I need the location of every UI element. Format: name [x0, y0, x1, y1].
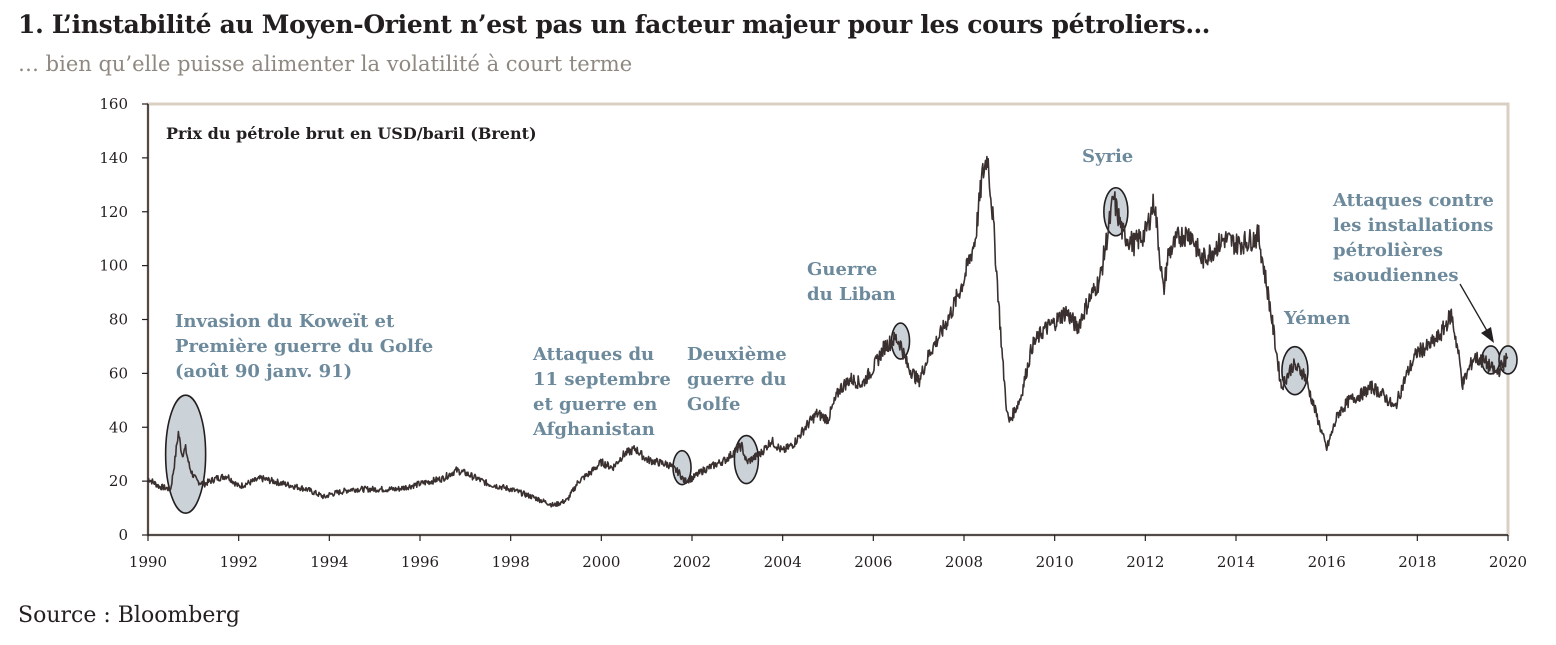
x-tick-label: 1994 [310, 553, 348, 571]
event-ellipse [672, 449, 692, 486]
x-tick-label: 2006 [854, 553, 892, 571]
annotation-line: Guerre [807, 259, 877, 280]
x-tick-label: 2016 [1308, 553, 1346, 571]
x-tick-label: 1992 [220, 553, 258, 571]
x-axis-ticks: 1990 1992 1994 1996 1998 2000 2002 2004 2006 2008… [129, 535, 1527, 571]
annotation-label: Attaques contre les installations pétroliè… [1332, 190, 1494, 286]
annotation-line: 11 septembre [533, 369, 671, 390]
arrow-head [1481, 327, 1494, 343]
event-ellipse [1281, 345, 1309, 396]
annotation-line: Deuxième [687, 344, 787, 365]
arrow-line [1459, 283, 1491, 337]
x-tick-label: 2004 [764, 553, 802, 571]
y-tick-label: 0 [118, 526, 128, 544]
annotation-label: Attaques du 11 septembre et guerre en Afgha… [532, 344, 671, 440]
annotation-label: Guerre du Liban [807, 259, 896, 305]
annotation-label: Invasion du Koweït et Première guerre du … [175, 311, 433, 382]
y-tick-label: 80 [109, 311, 128, 329]
x-tick-label: 1990 [129, 553, 167, 571]
annotation-label: Deuxième guerre du Golfe [687, 344, 787, 415]
x-tick-label: 2014 [1217, 553, 1255, 571]
y-tick-label: 140 [99, 149, 128, 167]
x-tick-label: 2010 [1036, 553, 1074, 571]
annotation-line: Attaques du [532, 344, 654, 365]
annotation-label: Syrie [1082, 146, 1133, 167]
annotation-line: Afghanistan [532, 419, 655, 440]
annotation-line: Première guerre du Golfe [175, 336, 433, 357]
y-tick-label: 40 [109, 418, 128, 436]
brent-price-line [147, 155, 1509, 508]
annotation-line: et guerre en [533, 394, 657, 415]
event-ellipse [164, 394, 207, 514]
series-line [147, 155, 1509, 508]
annotation-line: Invasion du Koweït et [175, 311, 395, 332]
x-tick-label: 2000 [582, 553, 620, 571]
x-tick-label: 2018 [1398, 553, 1436, 571]
x-tick-label: 1996 [401, 553, 439, 571]
x-tick-label: 1998 [492, 553, 530, 571]
annotation-line: (août 90 janv. 91) [175, 361, 352, 382]
annotation-label: Yémen [1283, 308, 1350, 329]
x-tick-label: 2020 [1489, 553, 1527, 571]
y-tick-label: 20 [109, 472, 128, 490]
event-annotations: Invasion du Koweït et Première guerre du … [175, 146, 1494, 440]
annotation-line: pétrolières [1333, 240, 1443, 261]
x-tick-label: 2012 [1126, 553, 1164, 571]
event-ellipse [1498, 345, 1518, 375]
y-tick-label: 120 [99, 203, 128, 221]
annotation-line: Attaques contre [1332, 190, 1494, 211]
annotation-line: Syrie [1082, 146, 1133, 167]
source-note: Source : Bloomberg [18, 603, 240, 628]
annotation-line: saoudiennes [1333, 265, 1459, 286]
x-tick-label: 2008 [945, 553, 983, 571]
chart-title: 1. L’instabilité au Moyen-Orient n’est p… [18, 10, 1211, 39]
annotation-line: Yémen [1283, 308, 1350, 329]
annotation-line: Golfe [687, 394, 740, 415]
annotation-line: les installations [1333, 215, 1493, 236]
y-tick-label: 160 [99, 95, 128, 113]
y-axis-ticks: 0 20 40 60 80 100 120 140 160 [99, 95, 148, 544]
annotation-line: du Liban [807, 284, 896, 305]
y-tick-label: 100 [99, 257, 128, 275]
annotation-arrow [1459, 283, 1494, 343]
annotation-line: guerre du [687, 369, 786, 390]
series-title: Prix du pétrole brut en USD/baril (Brent… [166, 124, 537, 143]
chart-subtitle: … bien qu’elle puisse alimenter la volat… [18, 52, 633, 76]
y-tick-label: 60 [109, 364, 128, 382]
x-tick-label: 2002 [673, 553, 711, 571]
